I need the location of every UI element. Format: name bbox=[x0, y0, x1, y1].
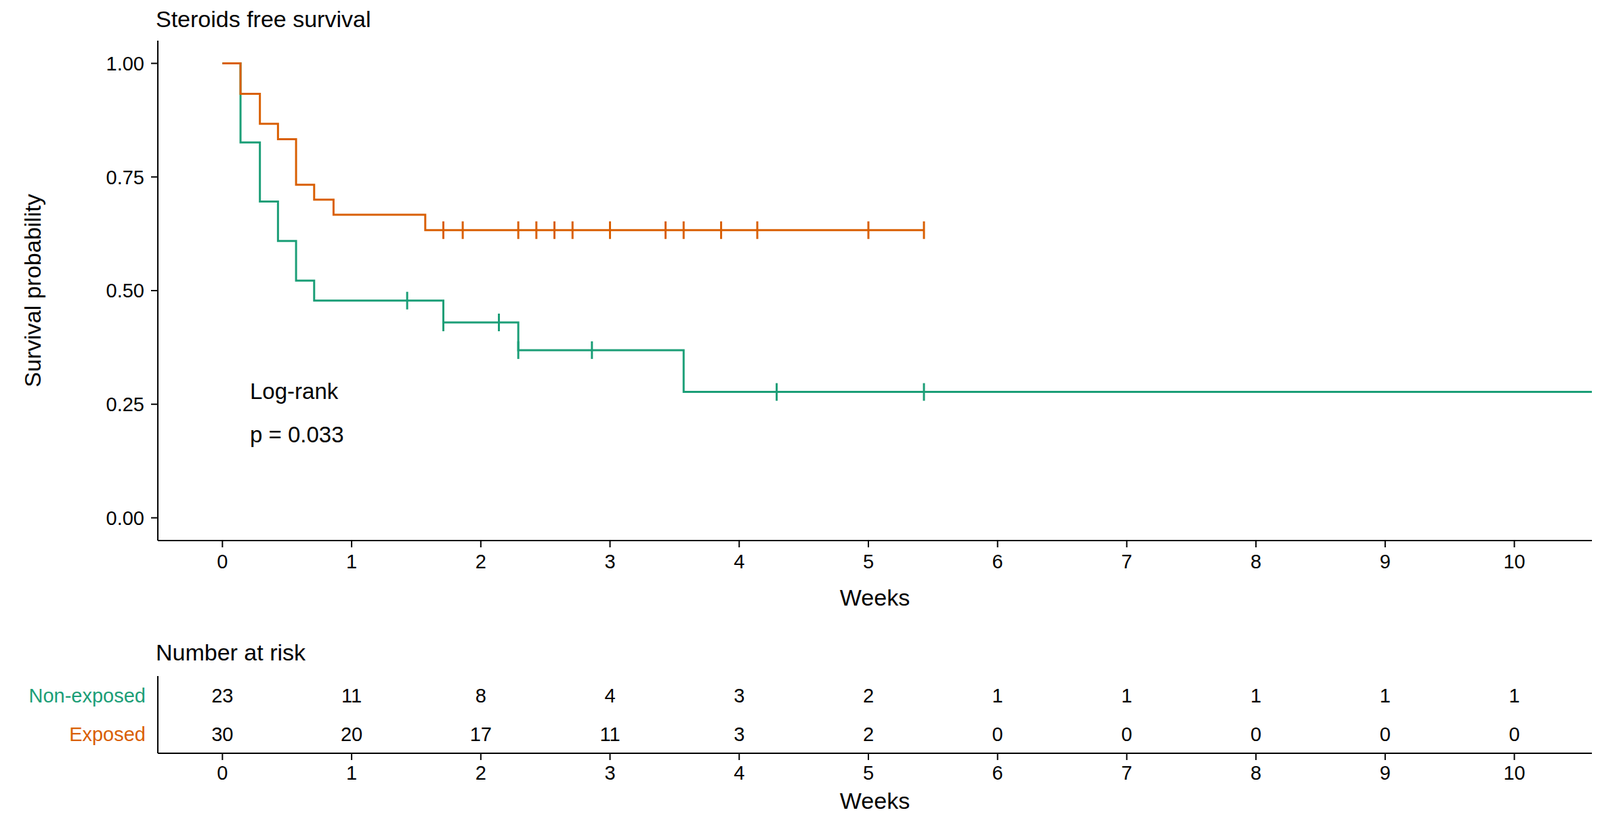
svg-text:1: 1 bbox=[346, 762, 357, 784]
svg-text:0: 0 bbox=[1508, 723, 1520, 746]
svg-text:3: 3 bbox=[733, 684, 745, 707]
svg-text:0: 0 bbox=[992, 723, 1004, 746]
svg-text:0: 0 bbox=[1121, 723, 1132, 746]
svg-text:0.00: 0.00 bbox=[106, 507, 145, 530]
svg-text:0.25: 0.25 bbox=[106, 393, 145, 416]
svg-text:0: 0 bbox=[216, 550, 228, 573]
svg-text:Weeks: Weeks bbox=[839, 584, 910, 609]
svg-text:9: 9 bbox=[1379, 762, 1391, 784]
svg-text:0: 0 bbox=[216, 762, 228, 784]
svg-text:0.75: 0.75 bbox=[106, 166, 145, 189]
svg-text:8: 8 bbox=[475, 684, 487, 707]
svg-text:11: 11 bbox=[599, 723, 620, 746]
svg-text:5: 5 bbox=[862, 550, 874, 573]
svg-text:0: 0 bbox=[1250, 723, 1262, 746]
svg-text:2: 2 bbox=[475, 762, 487, 784]
svg-text:Weeks: Weeks bbox=[839, 787, 910, 809]
svg-text:3: 3 bbox=[604, 550, 616, 573]
svg-text:Survival probability: Survival probability bbox=[19, 193, 46, 387]
svg-text:4: 4 bbox=[733, 550, 745, 573]
svg-text:2: 2 bbox=[862, 723, 874, 746]
svg-text:2: 2 bbox=[475, 550, 487, 573]
svg-text:10: 10 bbox=[1503, 550, 1525, 573]
svg-text:1: 1 bbox=[1250, 684, 1262, 707]
svg-text:17: 17 bbox=[470, 723, 492, 746]
svg-text:7: 7 bbox=[1121, 550, 1132, 573]
svg-text:6: 6 bbox=[992, 550, 1004, 573]
svg-text:0.50: 0.50 bbox=[106, 279, 145, 302]
svg-text:30: 30 bbox=[211, 723, 234, 746]
svg-text:1: 1 bbox=[1121, 684, 1132, 707]
svg-text:5: 5 bbox=[862, 762, 874, 784]
html-text:Log-rank: Log-rank bbox=[249, 378, 339, 404]
svg-text:4: 4 bbox=[604, 684, 616, 707]
svg-text:1: 1 bbox=[1379, 684, 1391, 707]
svg-text:23: 23 bbox=[211, 684, 234, 707]
svg-text:3: 3 bbox=[733, 723, 745, 746]
html-text:p = 0.033: p = 0.033 bbox=[249, 422, 344, 448]
svg-text:1: 1 bbox=[1508, 684, 1520, 707]
svg-text:Exposed: Exposed bbox=[69, 723, 146, 746]
svg-text:0: 0 bbox=[1379, 723, 1391, 746]
svg-text:1: 1 bbox=[992, 684, 1004, 707]
svg-text:9: 9 bbox=[1379, 550, 1391, 573]
html-text:Number at risk: Number at risk bbox=[155, 639, 306, 666]
svg-text:11: 11 bbox=[341, 684, 362, 707]
svg-text:20: 20 bbox=[340, 723, 363, 746]
svg-text:8: 8 bbox=[1250, 550, 1262, 573]
svg-text:10: 10 bbox=[1503, 762, 1525, 784]
svg-text:3: 3 bbox=[604, 762, 616, 784]
svg-text:6: 6 bbox=[992, 762, 1004, 784]
html-text:Steroids free survival: Steroids free survival bbox=[155, 6, 371, 32]
svg-text:8: 8 bbox=[1250, 762, 1262, 784]
svg-text:7: 7 bbox=[1121, 762, 1132, 784]
svg-text:1.00: 1.00 bbox=[106, 52, 145, 75]
svg-text:4: 4 bbox=[733, 762, 745, 784]
svg-text:Non-exposed: Non-exposed bbox=[29, 684, 147, 707]
svg-text:2: 2 bbox=[862, 684, 874, 707]
svg-text:1: 1 bbox=[346, 550, 357, 573]
